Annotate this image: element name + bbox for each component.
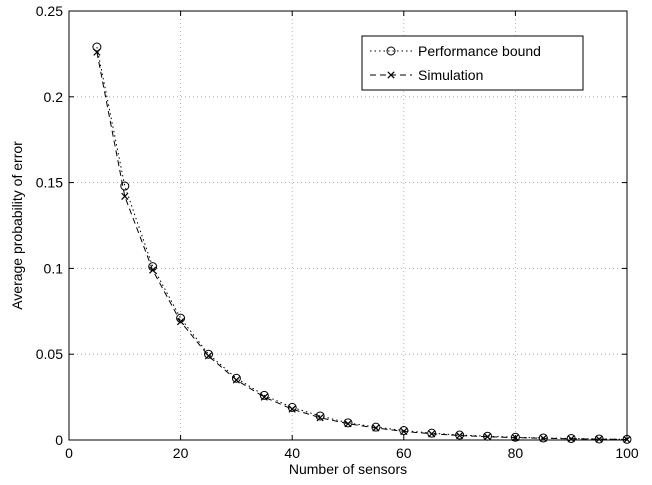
x-stroke (232, 376, 241, 384)
x-stroke (455, 431, 464, 440)
series-line-simulation (96, 52, 628, 440)
x-tick-label: 60 (396, 445, 412, 461)
x-stroke (344, 420, 352, 428)
legend-label-performance-bound: Performance bound (418, 43, 541, 59)
data-point-simulation (567, 435, 575, 443)
data-point-performance-bound (231, 373, 241, 383)
x-stroke (567, 435, 575, 443)
legend-marker-circle-icon (386, 46, 396, 56)
x-tick-label: 0 (65, 445, 73, 461)
x-stroke (316, 414, 324, 422)
x-stroke (204, 352, 213, 360)
data-point-simulation (400, 427, 408, 436)
x-stroke (176, 317, 185, 326)
y-tick-label: 0 (55, 432, 63, 448)
legend-box (361, 35, 584, 91)
data-point-simulation (344, 420, 352, 428)
y-tick-label: 0.15 (36, 175, 63, 191)
data-point-simulation (121, 192, 129, 200)
data-point-performance-bound (259, 390, 269, 400)
x-stroke (400, 427, 408, 436)
x-stroke (121, 192, 129, 200)
data-point-simulation (455, 431, 464, 440)
plot-frame (68, 10, 628, 441)
data-point-simulation (288, 405, 296, 413)
y-tick-label: 0.25 (36, 3, 63, 19)
data-point-performance-bound (120, 181, 130, 191)
data-point-simulation (316, 414, 324, 422)
y-tick-label: 0.05 (36, 346, 63, 362)
ticks-layer (68, 10, 628, 441)
y-tick-label: 0.1 (44, 260, 64, 276)
x-tick-label: 20 (173, 445, 189, 461)
x-stroke (288, 405, 296, 413)
data-point-simulation (428, 430, 436, 438)
data-point-simulation (595, 435, 603, 443)
series-line-performance-bound (96, 46, 628, 440)
data-point-simulation (372, 424, 380, 432)
x-marker-icon (387, 71, 395, 79)
series-layer (92, 42, 632, 444)
x-stroke (260, 393, 268, 401)
legend-marker-x-icon (387, 71, 395, 79)
x-stroke (483, 433, 492, 441)
data-point-performance-bound (92, 42, 102, 52)
data-point-performance-bound (399, 426, 409, 436)
tick-labels: 0 20 40 60 80 100 0 0.05 0.1 0.15 0.2 0.25 (36, 3, 639, 461)
legend-label-simulation: Simulation (418, 67, 483, 83)
x-stroke (372, 424, 380, 432)
x-stroke (387, 71, 395, 79)
data-point-simulation (93, 48, 101, 56)
data-point-performance-bound (204, 349, 213, 359)
legend: Performance bound Simulation (361, 35, 584, 91)
x-tick-label: 80 (508, 445, 524, 461)
data-point-simulation (260, 393, 268, 401)
y-tick-label: 0.2 (44, 89, 64, 105)
y-axis-label: Average probability of error (9, 141, 25, 310)
data-point-simulation (204, 352, 213, 360)
data-point-simulation (483, 433, 492, 441)
grid-layer (69, 11, 627, 440)
x-stroke (93, 48, 101, 56)
circle-marker-icon (386, 46, 396, 56)
x-stroke (595, 435, 603, 443)
x-stroke (149, 266, 157, 274)
data-point-simulation (232, 376, 241, 384)
x-stroke (428, 430, 436, 438)
x-tick-label: 100 (615, 445, 639, 461)
data-point-performance-bound (427, 428, 437, 438)
data-point-simulation (176, 317, 185, 326)
x-tick-label: 40 (284, 445, 300, 461)
data-point-performance-bound (538, 433, 548, 443)
data-point-simulation (149, 266, 157, 274)
x-axis-label: Number of sensors (289, 461, 407, 477)
